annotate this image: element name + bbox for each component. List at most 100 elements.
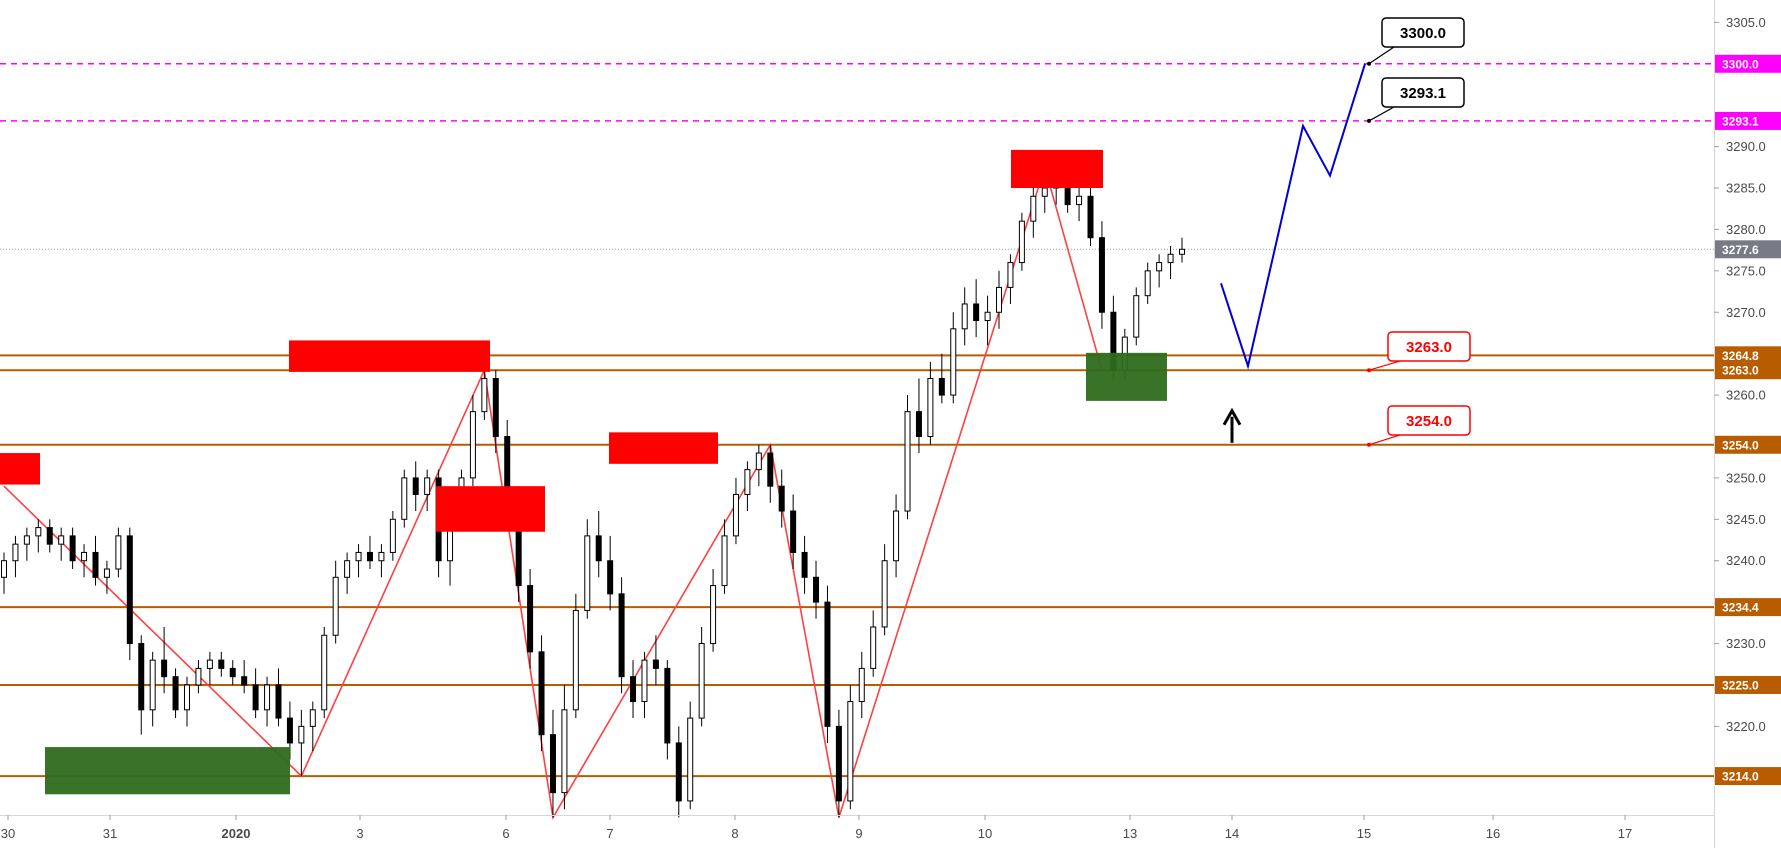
axis-tag-label-0: 3300.0 <box>1722 57 1759 71</box>
candle-body-82 <box>938 378 945 396</box>
callout-pointer-2 <box>1368 360 1401 371</box>
candle-body-9 <box>103 568 110 578</box>
x-tick-label-7: 9 <box>855 826 862 841</box>
candle-body-37 <box>424 477 431 495</box>
candle-body-3 <box>35 527 42 537</box>
axis-tag-label-6: 3225.0 <box>1722 678 1759 692</box>
candle-body-27 <box>309 709 316 727</box>
candle-body-14 <box>161 659 168 678</box>
candle-body-56 <box>641 659 648 703</box>
axis-tag-label-1: 3293.1 <box>1722 114 1759 128</box>
callout-box-0 <box>1381 17 1465 48</box>
candle-body-75 <box>858 667 865 703</box>
axis-tag-1 <box>1715 111 1781 130</box>
y-tick-label-9: 3285.0 <box>1726 181 1766 196</box>
candle-body-34 <box>389 518 396 553</box>
candle-body-77 <box>881 560 888 628</box>
candle-body-30 <box>344 560 351 578</box>
candle-body-11 <box>126 535 133 645</box>
x-tick-label-3: 3 <box>356 826 363 841</box>
candle-body-52 <box>595 535 602 562</box>
candle-body-102 <box>1167 253 1174 264</box>
candle-body-81 <box>927 378 934 437</box>
candle-body-63 <box>721 535 728 587</box>
axis-tag-label-3: 3263.0 <box>1722 364 1759 378</box>
candle-body-46 <box>527 585 534 653</box>
demand-zone-5 <box>45 747 290 795</box>
supply-zone-2 <box>436 486 545 532</box>
x-tick-label-13: 17 <box>1618 826 1632 841</box>
y-tick-label-10: 3290.0 <box>1726 139 1766 154</box>
candle-body-70 <box>801 551 808 578</box>
x-tick-label-9: 13 <box>1123 826 1137 841</box>
candle-body-36 <box>412 477 419 495</box>
x-tick-label-1: 31 <box>103 826 117 841</box>
candle-body-87 <box>996 286 1003 313</box>
y-tick-label-6: 3270.0 <box>1726 305 1766 320</box>
y-tick-label-3: 3245.0 <box>1726 512 1766 527</box>
candle-body-55 <box>630 676 637 703</box>
candle-body-83 <box>950 328 957 396</box>
candle-body-90 <box>1030 195 1037 222</box>
axis-tag-3 <box>1715 361 1781 380</box>
candle-body-91 <box>1041 187 1048 197</box>
candle-body-50 <box>572 609 579 711</box>
candle-body-59 <box>675 742 682 802</box>
supply-demand-zones <box>0 149 1167 795</box>
candle-body-24 <box>275 684 282 719</box>
x-tick-label-2: 2020 <box>222 826 251 841</box>
candle-body-17 <box>195 667 202 686</box>
candle-body-28 <box>321 634 328 711</box>
candle-body-1 <box>12 543 19 562</box>
axis-tag-label-4: 3254.0 <box>1722 438 1759 452</box>
callout-label-2: 3263.0 <box>1406 339 1452 356</box>
axis-tag-label-8: 3277.6 <box>1722 243 1759 257</box>
axis-tag-0 <box>1715 54 1781 73</box>
candle-body-13 <box>149 659 156 711</box>
x-tick-label-6: 8 <box>731 826 738 841</box>
candle-body-20 <box>229 667 236 678</box>
x-tick-label-5: 7 <box>606 826 613 841</box>
candle-body-84 <box>961 303 968 330</box>
candle-body-67 <box>767 452 774 487</box>
candle-body-71 <box>813 576 820 603</box>
candle-body-65 <box>744 469 751 495</box>
y-tick-label-0: 3220.0 <box>1726 719 1766 734</box>
candle-body-88 <box>1007 262 1014 288</box>
candle-body-12 <box>138 643 145 711</box>
candle-body-103 <box>1179 248 1185 255</box>
candle-body-57 <box>652 659 659 669</box>
candle-body-62 <box>710 585 717 645</box>
candle-body-99 <box>1133 295 1140 338</box>
candle-body-79 <box>904 411 911 512</box>
candle-body-86 <box>984 311 991 322</box>
callout-pointer-1 <box>1368 106 1395 122</box>
candle-body-42 <box>481 378 488 413</box>
candle-body-80 <box>915 411 922 437</box>
candle-body-2 <box>23 535 30 545</box>
candle-body-29 <box>332 576 339 636</box>
axis-tag-4 <box>1715 435 1781 454</box>
callout-anchor-3 <box>1367 442 1371 447</box>
projection-path <box>1220 63 1366 443</box>
candle-body-100 <box>1144 270 1151 297</box>
candle-body-19 <box>218 659 225 669</box>
axis-tag-2 <box>1715 346 1781 365</box>
candle-body-73 <box>835 725 842 802</box>
y-tick-label-1: 3230.0 <box>1726 636 1766 651</box>
candle-body-53 <box>607 560 614 595</box>
candle-body-41 <box>469 411 476 479</box>
candle-body-18 <box>206 659 213 669</box>
supply-zone-0 <box>0 453 40 485</box>
axis-tag-8 <box>1715 240 1781 259</box>
price-callouts: 3300.0 3293.1 3263.0 3254.0 <box>1367 17 1471 447</box>
supply-zone-3 <box>609 432 718 464</box>
price-axis[interactable]: 3220.0 3230.0 3240.0 3245.0 3250.0 3260.0 3270… <box>1714 15 1766 734</box>
candle-body-78 <box>893 510 900 562</box>
time-axis[interactable]: 30 31 2020 3 6 7 8 9 10 13 14 15 16 17 <box>1 815 1632 841</box>
axis-tag-6 <box>1715 675 1781 694</box>
candle-body-21 <box>241 676 248 686</box>
candle-body-7 <box>81 551 88 562</box>
